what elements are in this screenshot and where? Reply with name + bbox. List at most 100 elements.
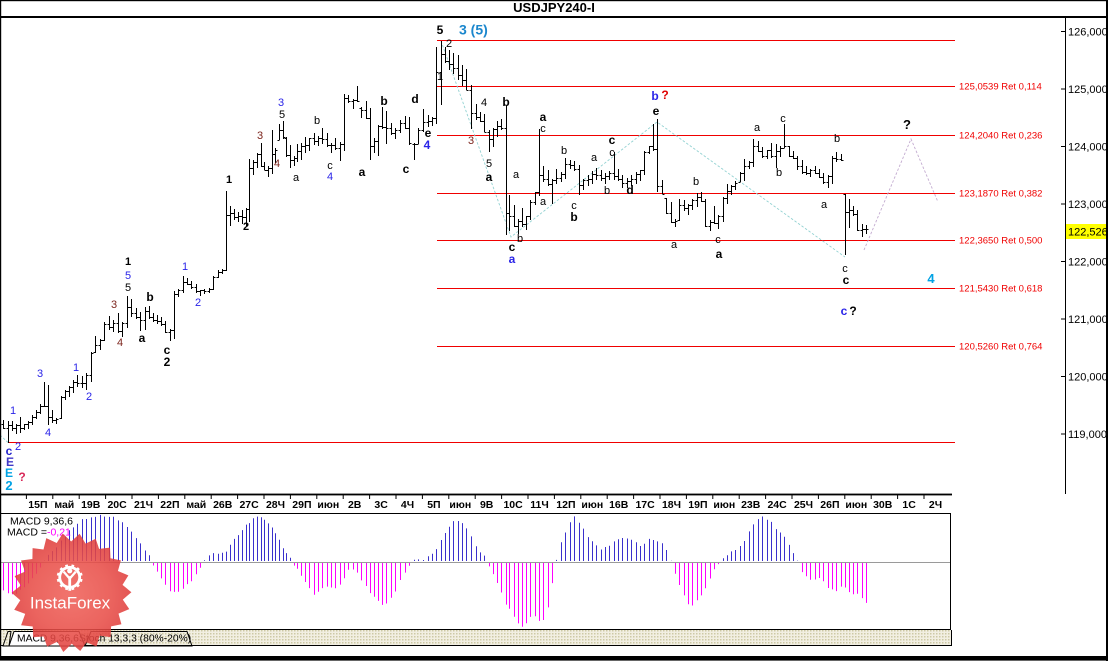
svg-text:2: 2 — [86, 391, 92, 403]
svg-text:?: ? — [903, 117, 911, 132]
svg-text:1С: 1С — [902, 499, 916, 511]
svg-text:b: b — [651, 89, 658, 103]
svg-text:июн: июн — [581, 499, 603, 511]
svg-text:a: a — [671, 239, 678, 251]
svg-text:120,000: 120,000 — [1068, 372, 1108, 384]
svg-text:2: 2 — [243, 221, 249, 233]
svg-text:4: 4 — [424, 138, 431, 152]
svg-text:4: 4 — [927, 271, 935, 286]
svg-text:d: d — [411, 92, 418, 106]
svg-text:122,3650 Ret 0,500: 122,3650 Ret 0,500 — [959, 236, 1042, 247]
svg-text:a: a — [821, 199, 828, 211]
svg-text:124,2040 Ret 0,236: 124,2040 Ret 0,236 — [959, 131, 1042, 142]
svg-text:b: b — [693, 176, 699, 188]
svg-text:c: c — [780, 113, 786, 125]
svg-text:b: b — [604, 185, 610, 197]
svg-text:3: 3 — [278, 97, 284, 109]
svg-text:3С: 3С — [374, 499, 388, 511]
svg-text:16В: 16В — [609, 499, 629, 511]
svg-text:121,000: 121,000 — [1068, 314, 1108, 326]
svg-text:2: 2 — [164, 355, 171, 369]
svg-text:USDJPY240-I: USDJPY240-I — [513, 0, 595, 15]
svg-text:b: b — [570, 210, 577, 224]
svg-text:3: 3 — [37, 368, 43, 380]
svg-text:19В: 19В — [81, 499, 101, 511]
svg-text:InstaForex: InstaForex — [30, 594, 111, 613]
svg-text:a: a — [486, 170, 493, 184]
svg-text:e: e — [653, 104, 660, 118]
svg-text:126,000: 126,000 — [1068, 27, 1108, 39]
svg-text:17С: 17С — [635, 499, 655, 511]
svg-text:122,526: 122,526 — [1068, 227, 1108, 239]
svg-text:MACD =-0,21: MACD =-0,21 — [7, 527, 71, 539]
svg-text:2: 2 — [5, 478, 12, 493]
svg-text:e: e — [425, 126, 432, 140]
svg-text:2: 2 — [195, 297, 201, 309]
svg-text:19П: 19П — [688, 499, 707, 511]
svg-text:июн: июн — [713, 499, 735, 511]
svg-text:b: b — [517, 233, 523, 245]
svg-text:5: 5 — [125, 270, 131, 282]
svg-text:c: c — [540, 123, 546, 135]
svg-text:25Ч: 25Ч — [794, 499, 813, 511]
svg-text:21Ч: 21Ч — [134, 499, 153, 511]
svg-text:3: 3 — [468, 135, 474, 147]
svg-text:4: 4 — [481, 97, 487, 109]
svg-text:a: a — [754, 122, 761, 134]
svg-text:b: b — [380, 94, 387, 108]
svg-text:26П: 26П — [820, 499, 839, 511]
svg-text:E: E — [5, 466, 13, 480]
svg-text:b: b — [776, 167, 782, 179]
svg-text:май: май — [186, 499, 206, 511]
svg-text:20С: 20С — [107, 499, 127, 511]
svg-text:b: b — [146, 290, 153, 304]
svg-text:120,5260 Ret 0,764: 120,5260 Ret 0,764 — [959, 342, 1042, 353]
svg-text:28Ч: 28Ч — [266, 499, 285, 511]
svg-text:c: c — [715, 234, 721, 246]
svg-text:2: 2 — [446, 38, 452, 50]
svg-text:4: 4 — [45, 427, 51, 439]
svg-text:122,000: 122,000 — [1068, 257, 1108, 269]
svg-text:125,000: 125,000 — [1068, 84, 1108, 96]
svg-text:E: E — [6, 455, 14, 469]
svg-text:18Ч: 18Ч — [662, 499, 681, 511]
svg-text:119,000: 119,000 — [1068, 429, 1107, 441]
svg-text:124,000: 124,000 — [1068, 142, 1108, 154]
svg-text:2: 2 — [15, 441, 21, 453]
svg-text:1: 1 — [73, 362, 79, 374]
svg-text:1: 1 — [226, 174, 232, 186]
svg-text:3 (5): 3 (5) — [459, 22, 488, 38]
svg-text:123,1870 Ret 0,382: 123,1870 Ret 0,382 — [959, 189, 1042, 200]
svg-text:5: 5 — [486, 158, 492, 170]
svg-text:5: 5 — [279, 109, 285, 121]
svg-text:c: c — [403, 162, 410, 176]
svg-text:a: a — [716, 247, 723, 261]
svg-text:2В: 2В — [348, 499, 362, 511]
svg-text:2Ч: 2Ч — [929, 499, 942, 511]
svg-text:d: d — [626, 183, 633, 197]
svg-text:a: a — [509, 252, 516, 266]
svg-text:c: c — [843, 273, 850, 287]
svg-text:11Ч: 11Ч — [530, 499, 548, 511]
svg-text:5: 5 — [125, 282, 131, 294]
svg-text:123,000: 123,000 — [1068, 199, 1108, 211]
svg-text:27С: 27С — [239, 499, 259, 511]
svg-text:май: май — [54, 499, 74, 511]
svg-text:c: c — [327, 160, 333, 172]
svg-text:1: 1 — [10, 405, 16, 417]
svg-text:b: b — [314, 115, 320, 127]
svg-text:c: c — [6, 444, 13, 458]
svg-text:10С: 10С — [503, 499, 523, 511]
svg-text:121,5430 Ret 0,618: 121,5430 Ret 0,618 — [959, 284, 1042, 295]
svg-text:4: 4 — [327, 171, 333, 183]
svg-text:12П: 12П — [556, 499, 575, 511]
svg-text:?: ? — [18, 470, 25, 484]
svg-text:a: a — [513, 169, 520, 181]
svg-text:c: c — [164, 343, 171, 357]
svg-text:5: 5 — [437, 23, 444, 37]
svg-text:июн: июн — [317, 499, 339, 511]
svg-text:26В: 26В — [213, 499, 233, 511]
svg-text:24С: 24С — [767, 499, 787, 511]
svg-text:4: 4 — [117, 337, 123, 349]
svg-text:c: c — [841, 304, 848, 318]
